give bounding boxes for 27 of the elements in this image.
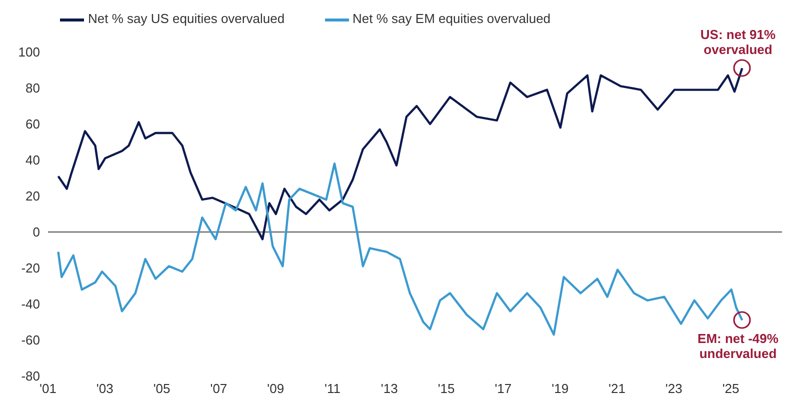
- y-tick-label: 40: [26, 152, 40, 168]
- y-tick-label: 20: [26, 188, 40, 204]
- y-tick-label: -20: [21, 260, 40, 276]
- x-tick-label: '21: [608, 381, 626, 396]
- x-tick-label: '13: [380, 381, 398, 396]
- x-tick-label: '09: [267, 381, 284, 396]
- x-tick-label: '25: [722, 381, 740, 396]
- x-tick-label: '15: [438, 381, 455, 396]
- y-tick-label: 100: [18, 44, 40, 60]
- annotation: US: net 91% overvalued: [699, 27, 777, 58]
- x-tick-label: '05: [153, 381, 170, 396]
- y-tick-label: -60: [21, 332, 40, 348]
- y-tick-label: 60: [26, 116, 40, 132]
- x-tick-label: '03: [96, 381, 114, 396]
- x-tick-label: '17: [494, 381, 512, 396]
- y-tick-label: -80: [21, 368, 40, 384]
- annotation: EM: net -49% undervalued: [696, 331, 780, 362]
- y-tick-label: 0: [32, 224, 40, 240]
- x-tick-label: '23: [665, 381, 682, 396]
- x-tick-label: '01: [40, 381, 56, 396]
- x-tick-label: '19: [552, 381, 569, 396]
- x-tick-label: '11: [324, 381, 340, 396]
- legend-label: Net % say EM equities overvalued: [352, 11, 551, 26]
- legend-label: Net % say US equities overvalued: [88, 11, 285, 26]
- y-tick-label: 80: [26, 80, 40, 96]
- y-tick-label: -40: [21, 296, 40, 312]
- x-tick-label: '07: [210, 381, 228, 396]
